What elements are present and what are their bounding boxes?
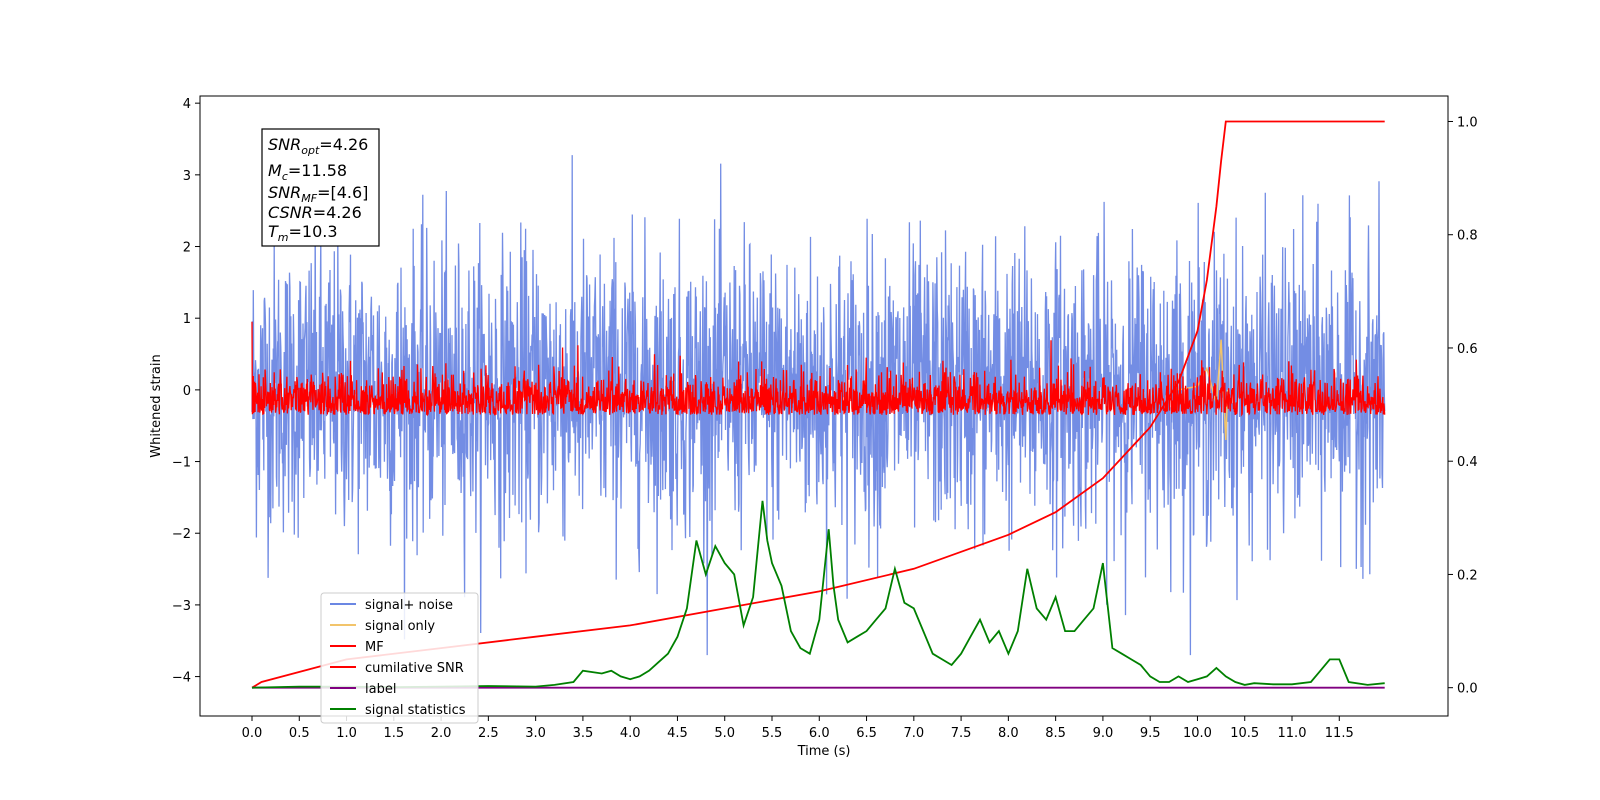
x-tick-label: 11.0 <box>1278 726 1307 741</box>
info-box-frame <box>261 128 380 247</box>
y-tick-label: 3 <box>183 169 191 184</box>
x-tick-label: 5.0 <box>714 726 735 741</box>
y-tick-label: −4 <box>172 671 191 686</box>
legend-label: signal statistics <box>365 703 466 718</box>
info-snr-mf: SNRMF=[4.6] <box>268 183 368 205</box>
x-tick-label: 9.5 <box>1140 726 1161 741</box>
x-tick-label: 2.0 <box>431 726 452 741</box>
legend: signal+ noise signal only MF cumilative SNR… <box>320 592 479 724</box>
y2-tick-label: 0.6 <box>1457 342 1478 357</box>
info-mc: Mc=11.58 <box>268 161 347 183</box>
x-tick-label: 11.5 <box>1325 726 1354 741</box>
y-axis: 4 3 2 1 0 −1 −2 −3 −4 <box>172 97 200 686</box>
x-tick-label: 8.5 <box>1045 726 1066 741</box>
x-axis-label: Time (s) <box>797 744 851 759</box>
y-axis-label: Whitened strain <box>149 354 164 457</box>
info-tm: Tm=10.3 <box>268 222 338 244</box>
x-tick-label: 6.0 <box>809 726 830 741</box>
y2-tick-label: 0.8 <box>1457 229 1478 244</box>
x-tick-label: 1.5 <box>383 726 404 741</box>
series-signal-statistics-line <box>251 500 1385 689</box>
y2-tick-label: 0.4 <box>1457 455 1478 470</box>
y-tick-label: 0 <box>183 384 191 399</box>
y-tick-label: 2 <box>183 241 191 256</box>
legend-label: cumilative SNR <box>365 661 464 676</box>
y2-axis: 1.0 0.8 0.6 0.4 0.2 0.0 <box>1448 115 1478 697</box>
x-tick-label: 4.0 <box>620 726 641 741</box>
y-tick-label: −2 <box>172 527 191 542</box>
x-tick-label: 3.0 <box>525 726 546 741</box>
legend-frame <box>320 592 479 724</box>
x-tick-label: 0.0 <box>242 726 263 741</box>
x-tick-label: 10.5 <box>1230 726 1259 741</box>
x-tick-label: 1.0 <box>336 726 357 741</box>
y2-tick-label: 1.0 <box>1457 115 1478 130</box>
x-tick-label: 10.0 <box>1183 726 1212 741</box>
x-tick-label: 4.5 <box>667 726 688 741</box>
x-tick-label: 0.5 <box>289 726 310 741</box>
y-tick-label: −3 <box>172 599 191 614</box>
y-tick-label: −1 <box>172 456 191 471</box>
x-tick-label: 8.0 <box>998 726 1019 741</box>
y2-tick-label: 0.2 <box>1457 568 1478 583</box>
axes-frame <box>199 95 1449 717</box>
y-tick-label: 1 <box>183 312 191 327</box>
legend-label: signal only <box>365 619 435 634</box>
x-tick-label: 2.5 <box>478 726 499 741</box>
x-tick-label: 3.5 <box>573 726 594 741</box>
x-axis: 0.0 0.5 1.0 1.5 2.0 2.5 3.0 3.5 4.0 4.5 5.0 5.5 6.0 6… <box>242 716 1354 741</box>
legend-label: signal+ noise <box>365 598 453 613</box>
info-snr-opt: SNRopt=4.26 <box>268 135 368 157</box>
y-tick-label: 4 <box>183 97 191 112</box>
x-tick-label: 7.5 <box>951 726 972 741</box>
x-tick-label: 7.0 <box>903 726 924 741</box>
info-box: SNRopt=4.26 Mc=11.58 SNRMF=[4.6] CSNR=4.… <box>261 128 380 247</box>
info-csnr: CSNR=4.26 <box>268 203 362 222</box>
series-mf-line <box>251 321 1386 417</box>
y2-tick-label: 0.0 <box>1457 682 1478 697</box>
x-tick-label: 5.5 <box>762 726 783 741</box>
x-tick-label: 6.5 <box>856 726 877 741</box>
legend-label: label <box>365 682 396 697</box>
legend-label: MF <box>365 640 384 655</box>
x-tick-label: 9.0 <box>1093 726 1114 741</box>
